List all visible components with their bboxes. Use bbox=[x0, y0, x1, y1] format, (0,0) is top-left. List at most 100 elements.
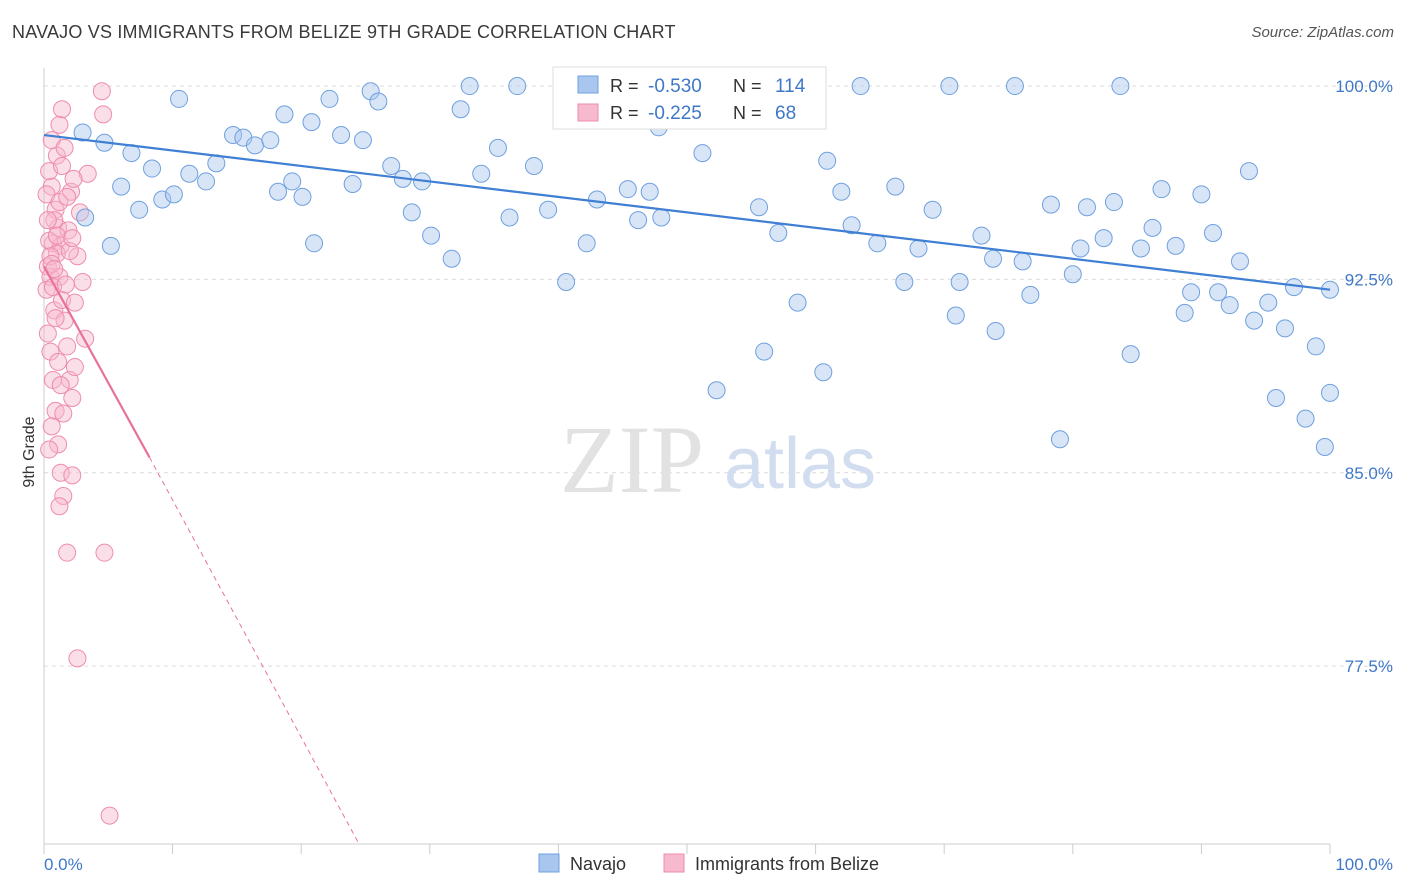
belize-n-value: 68 bbox=[775, 103, 796, 124]
belize-point-62 bbox=[68, 649, 87, 668]
navajo-point-5 bbox=[164, 185, 183, 204]
navajo-point-8 bbox=[224, 126, 243, 145]
navajo-point-14 bbox=[305, 234, 324, 253]
belize-point-55 bbox=[55, 138, 74, 157]
navajo-point-49 bbox=[868, 234, 887, 253]
belize-swatch bbox=[577, 103, 599, 122]
navajo-point-30 bbox=[539, 200, 558, 219]
navajo-point-85 bbox=[101, 236, 120, 255]
navajo-point-77 bbox=[1275, 319, 1294, 338]
belize-point-42 bbox=[46, 309, 65, 328]
belize-point-52 bbox=[47, 226, 66, 245]
navajo-point-68 bbox=[1166, 236, 1185, 255]
navajo-point-92 bbox=[302, 113, 321, 132]
navajo-point-94 bbox=[402, 203, 421, 222]
navajo-point-71 bbox=[1209, 283, 1228, 302]
navajo-swatch bbox=[577, 75, 599, 94]
navajo-point-63 bbox=[1094, 229, 1113, 248]
navajo-point-76 bbox=[1266, 388, 1285, 407]
belize-point-14 bbox=[41, 342, 60, 361]
y-tick-labels: 100.0% 92.5% 85.0% 77.5% bbox=[1335, 77, 1393, 676]
belize-point-37 bbox=[94, 105, 113, 124]
legend-swatch-belize bbox=[663, 853, 685, 873]
belize-point-59 bbox=[65, 358, 84, 377]
navajo-point-73 bbox=[1230, 252, 1249, 271]
watermark-atlas: atlas bbox=[724, 424, 876, 504]
belize-point-66 bbox=[50, 497, 69, 516]
belize-point-36 bbox=[78, 164, 97, 183]
stats-legend: R = -0.530 N = 114 R = -0.225 N = 68 bbox=[552, 66, 827, 130]
navajo-point-105 bbox=[946, 306, 965, 325]
navajo-point-70 bbox=[1192, 185, 1211, 204]
navajo-point-72 bbox=[1220, 296, 1239, 315]
belize-point-54 bbox=[53, 156, 72, 175]
navajo-n-label: N = bbox=[733, 76, 762, 96]
navajo-point-40 bbox=[693, 144, 712, 163]
navajo-point-57 bbox=[1005, 77, 1024, 96]
navajo-point-3 bbox=[143, 159, 162, 178]
belize-point-30 bbox=[63, 388, 82, 407]
navajo-point-26 bbox=[472, 164, 491, 183]
belize-point-17 bbox=[49, 435, 68, 454]
belize-point-56 bbox=[58, 187, 77, 206]
navajo-point-96 bbox=[500, 208, 519, 227]
navajo-trend-line bbox=[43, 133, 1331, 291]
navajo-point-6 bbox=[170, 89, 189, 108]
navajo-point-0 bbox=[73, 123, 92, 142]
navajo-point-24 bbox=[442, 249, 461, 268]
y-axis-label: 9th Grade bbox=[21, 416, 38, 487]
navajo-point-35 bbox=[618, 180, 637, 199]
navajo-point-100 bbox=[755, 342, 774, 361]
belize-trend-extension bbox=[149, 457, 360, 845]
navajo-point-43 bbox=[769, 223, 788, 242]
navajo-point-93 bbox=[353, 131, 372, 150]
navajo-point-10 bbox=[261, 131, 280, 150]
navajo-point-80 bbox=[1306, 337, 1325, 356]
navajo-point-113 bbox=[1239, 162, 1258, 181]
navajo-point-59 bbox=[1041, 195, 1060, 214]
navajo-point-42 bbox=[750, 198, 769, 217]
belize-point-34 bbox=[73, 272, 92, 291]
navajo-point-90 bbox=[245, 136, 264, 155]
watermark-zip: ZIP bbox=[560, 406, 704, 513]
series-legend: Navajo Immigrants from Belize bbox=[538, 853, 879, 874]
x-tick-labels: 0.0% 100.0% bbox=[44, 855, 1393, 874]
y-tick-label-3: 77.5% bbox=[1345, 657, 1393, 676]
navajo-point-67 bbox=[1152, 180, 1171, 199]
navajo-point-61 bbox=[1071, 239, 1090, 258]
belize-point-31 bbox=[65, 293, 84, 312]
belize-point-13 bbox=[38, 324, 57, 343]
legend-label-navajo: Navajo bbox=[570, 854, 626, 874]
navajo-points bbox=[73, 77, 1339, 456]
navajo-point-7 bbox=[197, 172, 216, 191]
belize-point-18 bbox=[51, 463, 70, 482]
navajo-point-66 bbox=[1131, 239, 1150, 258]
navajo-point-36 bbox=[629, 211, 648, 230]
navajo-point-86 bbox=[112, 177, 131, 196]
legend-item-navajo[interactable]: Navajo bbox=[538, 853, 626, 874]
belize-point-39 bbox=[38, 211, 57, 230]
navajo-point-4 bbox=[153, 190, 172, 209]
navajo-point-31 bbox=[557, 272, 576, 291]
y-tick-label-2: 85.0% bbox=[1345, 464, 1393, 483]
navajo-point-64 bbox=[1111, 77, 1130, 96]
navajo-point-51 bbox=[909, 239, 928, 258]
belize-point-19 bbox=[54, 486, 73, 505]
navajo-point-81 bbox=[1315, 437, 1334, 456]
belize-point-61 bbox=[95, 543, 114, 562]
navajo-point-79 bbox=[1296, 409, 1315, 428]
belize-point-45 bbox=[54, 404, 73, 423]
belize-n-label: N = bbox=[733, 103, 762, 123]
navajo-point-19 bbox=[369, 92, 388, 111]
navajo-point-56 bbox=[986, 321, 1005, 340]
navajo-point-69 bbox=[1182, 283, 1201, 302]
navajo-point-17 bbox=[343, 175, 362, 194]
navajo-point-106 bbox=[984, 249, 1003, 268]
belize-point-50 bbox=[42, 254, 61, 273]
navajo-point-95 bbox=[451, 100, 470, 119]
navajo-point-28 bbox=[508, 77, 527, 96]
navajo-point-11 bbox=[275, 105, 294, 124]
navajo-point-107 bbox=[1013, 252, 1032, 271]
legend-item-belize[interactable]: Immigrants from Belize bbox=[663, 853, 879, 874]
